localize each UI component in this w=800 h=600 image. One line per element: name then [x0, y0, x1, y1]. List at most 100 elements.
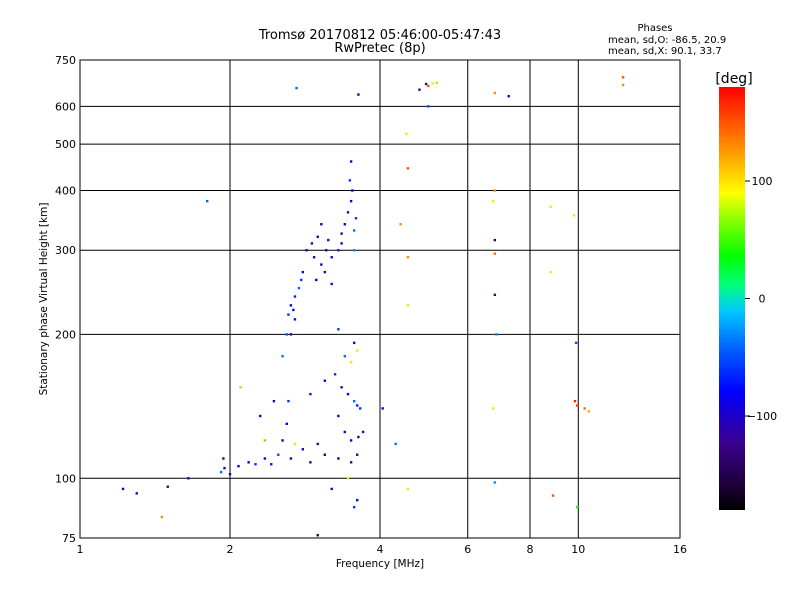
data-point — [358, 407, 362, 410]
data-point — [583, 407, 586, 410]
colorbar — [719, 87, 745, 510]
data-point — [316, 442, 319, 446]
data-point — [293, 295, 297, 298]
data-point — [270, 463, 273, 466]
data-points — [121, 76, 625, 537]
data-point — [330, 487, 333, 491]
data-point — [435, 81, 438, 84]
data-point — [301, 270, 305, 274]
data-point — [219, 470, 223, 474]
data-point — [295, 86, 298, 90]
x-tick-label: 6 — [464, 543, 471, 556]
data-point — [349, 199, 353, 203]
data-point — [287, 399, 290, 403]
data-point — [549, 205, 552, 208]
data-point — [297, 286, 301, 290]
data-point — [277, 453, 280, 456]
data-point — [281, 439, 284, 442]
x-tick-label: 8 — [527, 543, 534, 556]
chart-title: Tromsø 20170812 05:46:00-05:47:43 — [258, 28, 501, 43]
data-point — [327, 238, 330, 242]
colorbar-tick-label: 0 — [759, 293, 766, 306]
data-point — [576, 505, 579, 509]
data-point — [315, 278, 318, 282]
data-point — [399, 223, 402, 226]
data-point — [406, 487, 410, 491]
data-point — [493, 91, 497, 95]
data-point — [406, 167, 410, 170]
data-point — [493, 481, 497, 484]
data-point — [330, 256, 333, 259]
data-point — [346, 211, 350, 214]
legend-title: Phases — [637, 23, 672, 34]
data-point — [340, 386, 343, 389]
x-tick-label: 10 — [571, 543, 585, 556]
data-point — [351, 189, 354, 192]
colorbar-tick-label: 100 — [752, 175, 773, 188]
data-point — [621, 83, 625, 87]
data-point — [222, 457, 225, 460]
data-point — [285, 333, 288, 336]
data-point — [346, 477, 350, 480]
data-point — [289, 333, 293, 336]
data-point — [323, 453, 327, 456]
colorbar-ticks: 100 0 −100 — [745, 175, 777, 423]
data-point — [305, 249, 308, 252]
data-point — [228, 472, 232, 476]
data-point — [355, 498, 359, 502]
data-point — [205, 199, 209, 203]
data-point — [312, 256, 316, 259]
data-point — [316, 235, 319, 239]
data-point — [337, 414, 340, 418]
data-point — [121, 487, 125, 491]
data-point — [352, 341, 356, 345]
data-point — [309, 461, 312, 464]
data-point — [343, 223, 347, 226]
y-axis-label: Stationary phase Virtual Height [km] — [38, 203, 50, 396]
data-point — [340, 242, 343, 245]
plot-grid — [80, 60, 680, 538]
data-point — [551, 494, 555, 497]
y-tick-label: 200 — [55, 328, 76, 341]
data-point — [289, 304, 293, 307]
data-point — [406, 304, 410, 307]
data-point — [493, 293, 497, 297]
data-point — [572, 214, 576, 217]
chart-subtitle: RwPretec (8p) — [334, 41, 425, 56]
data-point — [316, 534, 319, 537]
data-point — [292, 308, 295, 312]
data-point — [357, 435, 360, 439]
x-tick-label: 4 — [377, 543, 384, 556]
data-point — [239, 386, 242, 389]
data-point — [381, 407, 384, 410]
y-tick-label: 400 — [55, 184, 76, 197]
data-point — [576, 404, 579, 407]
data-point — [320, 263, 323, 266]
data-point — [309, 392, 312, 396]
data-point — [254, 463, 257, 466]
x-tick-label: 2 — [227, 543, 234, 556]
data-point — [160, 515, 164, 519]
data-point — [337, 457, 340, 460]
x-axis-label: Frequency [MHz] — [336, 558, 424, 570]
data-point — [323, 270, 327, 274]
data-point — [352, 399, 356, 403]
data-point — [166, 485, 169, 488]
y-tick-label: 500 — [55, 138, 76, 151]
data-point — [349, 439, 353, 442]
data-point — [349, 461, 353, 464]
data-point — [352, 229, 356, 232]
x-tick-labels: 1 2 4 6 8 10 16 — [77, 543, 688, 556]
data-point — [427, 84, 430, 88]
data-point — [394, 442, 397, 446]
data-point — [325, 249, 328, 252]
data-point — [361, 430, 365, 434]
data-point — [247, 461, 250, 464]
data-point — [263, 457, 267, 460]
data-point — [323, 379, 327, 382]
data-point — [135, 492, 138, 495]
data-point — [293, 318, 297, 321]
data-point — [330, 282, 333, 286]
data-point — [337, 328, 340, 331]
